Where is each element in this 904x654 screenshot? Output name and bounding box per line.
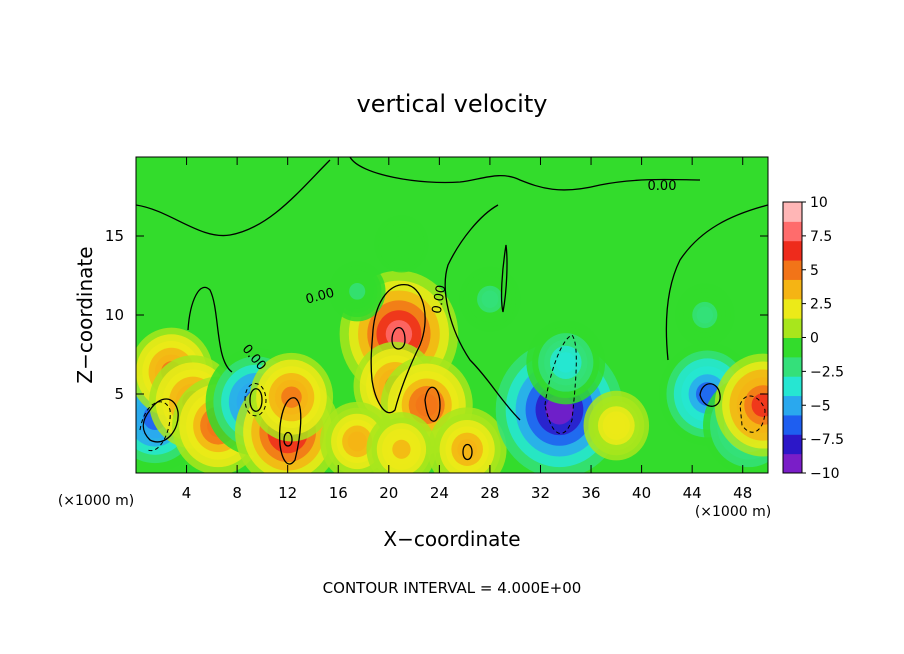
- x-axis: 4 8 12 16 20 24 28 32 36 40 44 48: [182, 157, 752, 502]
- colorbar-segment: [783, 260, 802, 280]
- contour-cell-12: [279, 397, 302, 465]
- contour-cell-23: [424, 386, 441, 422]
- dashed-contour-right: [739, 395, 766, 433]
- contour-cell-26: [462, 443, 473, 461]
- contour-left-cell: [187, 286, 233, 373]
- colorbar-segment: [783, 318, 802, 338]
- colorbar-segment: [783, 356, 802, 377]
- colorbar-segment: [783, 376, 802, 397]
- heatmap-blob: [607, 416, 626, 435]
- colorbar-tick-label: −5: [810, 398, 831, 414]
- y-tick-label: 5: [114, 385, 124, 403]
- x-tick-label: 48: [733, 484, 752, 502]
- y-tick-label: 15: [105, 227, 124, 245]
- chart-title: vertical velocity: [357, 90, 548, 118]
- colorbar-segment: [783, 221, 802, 242]
- contour-upper-zero: [136, 157, 701, 237]
- x-unit-right: (×1000 m): [695, 504, 771, 520]
- heatmap-blob: [457, 438, 478, 460]
- contour-updraft-inner: [391, 326, 406, 350]
- x-tick-label: 4: [182, 484, 192, 502]
- heatmap-blob: [349, 282, 366, 300]
- colorbar-segment: [783, 279, 802, 300]
- dashed-contour-downdraft: [544, 334, 577, 434]
- colorbar-segment: [783, 337, 802, 358]
- x-tick-label: 20: [379, 484, 398, 502]
- heatmap-blob: [347, 431, 367, 452]
- colorbar-tick-label: −2.5: [810, 364, 844, 380]
- colorbar-segment: [783, 298, 802, 319]
- contour-label: 0.00: [430, 284, 450, 315]
- dashed-contour-cell-9: [244, 383, 267, 417]
- colorbar-tick-label: 2.5: [810, 297, 832, 313]
- x-tick-label: 12: [278, 484, 297, 502]
- heatmap-blob: [481, 290, 499, 308]
- x-axis-label: X−coordinate: [383, 527, 520, 551]
- dashed-contour-left: [139, 401, 171, 452]
- colorbar-tick-label: −10: [810, 466, 840, 482]
- colorbar-segment: [783, 414, 802, 435]
- y-tick-label: 10: [105, 306, 124, 324]
- heatmap-blob: [393, 235, 410, 253]
- x-tick-label: 8: [232, 484, 242, 502]
- contour-label: 0.00: [304, 286, 336, 308]
- colorbar-tick-label: 10: [810, 195, 828, 211]
- colorbar-tick-label: 5: [810, 263, 819, 279]
- colorbar: 10 7.5 5 2.5 0 −2.5 −5 −7.5 −10: [782, 195, 844, 482]
- x-tick-label: 36: [581, 484, 600, 502]
- heatmap-blob: [555, 352, 576, 373]
- colorbar-tick-label: 7.5: [810, 229, 832, 245]
- x-tick-label: 28: [480, 484, 499, 502]
- heatmap-blob: [751, 393, 768, 417]
- colorbar-segment: [783, 202, 802, 222]
- heatmap-field: [136, 215, 768, 473]
- x-tick-label: 40: [632, 484, 651, 502]
- heatmap-blob: [392, 439, 411, 459]
- contour-lines: [136, 157, 768, 465]
- contour-cell-46: [699, 383, 721, 407]
- heatmap-blob: [696, 306, 714, 324]
- contour-filament: [500, 244, 508, 313]
- x-tick-label: 32: [531, 484, 550, 502]
- contour-updraft-core: [370, 284, 426, 414]
- contour-label: 0.00: [648, 179, 677, 194]
- colorbar-segment: [783, 395, 802, 416]
- x-tick-label: 24: [430, 484, 449, 502]
- contour-lower-left: [142, 398, 179, 443]
- colorbar-segment: [783, 240, 802, 261]
- contour-right-zero: [665, 204, 768, 361]
- contour-mid-zero: [444, 204, 521, 421]
- colorbar-segment: [783, 434, 802, 455]
- contour-cell-9: [249, 388, 263, 412]
- y-axis-label: Z−coordinate: [73, 246, 97, 383]
- contour-interval-note: CONTOUR INTERVAL = 4.000E+00: [323, 579, 582, 597]
- colorbar-segment: [783, 453, 802, 474]
- colorbar-tick-label: −7.5: [810, 432, 844, 448]
- colorbar-tick-label: 0: [810, 331, 819, 347]
- heatmap-blob: [415, 393, 438, 417]
- x-tick-label: 44: [683, 484, 702, 502]
- contour-cell-12-inner: [283, 431, 293, 447]
- contour-dashed-lines: [139, 334, 766, 452]
- x-tick-label: 16: [329, 484, 348, 502]
- x-unit-left: (×1000 m): [58, 493, 134, 509]
- y-axis: 5 10 15: [105, 227, 768, 403]
